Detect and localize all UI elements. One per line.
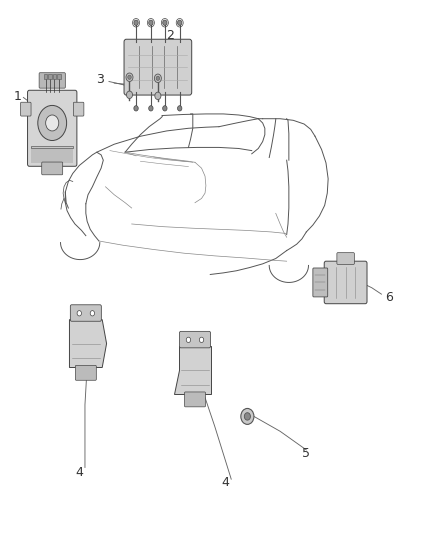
FancyBboxPatch shape: [184, 392, 205, 407]
Circle shape: [127, 91, 133, 99]
Circle shape: [128, 75, 131, 79]
Circle shape: [177, 106, 182, 111]
Polygon shape: [70, 320, 106, 368]
FancyBboxPatch shape: [75, 366, 96, 380]
Circle shape: [186, 337, 191, 343]
Text: 5: 5: [302, 447, 310, 460]
FancyBboxPatch shape: [313, 268, 328, 297]
FancyBboxPatch shape: [124, 39, 192, 95]
Circle shape: [154, 74, 161, 83]
FancyBboxPatch shape: [42, 162, 63, 175]
Circle shape: [38, 106, 67, 141]
Bar: [44, 74, 47, 79]
Circle shape: [134, 20, 138, 26]
Circle shape: [162, 20, 167, 26]
Circle shape: [90, 311, 95, 316]
Circle shape: [156, 76, 159, 80]
FancyBboxPatch shape: [71, 305, 101, 321]
Circle shape: [199, 337, 204, 343]
Bar: [32, 147, 73, 163]
Text: 3: 3: [96, 73, 104, 86]
FancyBboxPatch shape: [28, 90, 77, 166]
Text: 1: 1: [13, 90, 21, 103]
Circle shape: [241, 408, 254, 424]
Circle shape: [134, 106, 138, 111]
Bar: [32, 146, 73, 148]
Polygon shape: [174, 346, 212, 394]
Text: 6: 6: [385, 291, 393, 304]
Text: 2: 2: [166, 29, 174, 42]
Bar: [53, 74, 56, 79]
Bar: [48, 74, 52, 79]
FancyBboxPatch shape: [74, 102, 84, 116]
Circle shape: [244, 413, 251, 420]
FancyBboxPatch shape: [21, 102, 31, 116]
FancyBboxPatch shape: [39, 72, 65, 88]
Circle shape: [177, 20, 182, 26]
Text: 4: 4: [75, 466, 83, 479]
FancyBboxPatch shape: [180, 332, 211, 348]
FancyBboxPatch shape: [324, 261, 367, 304]
Circle shape: [162, 106, 167, 111]
Circle shape: [46, 115, 59, 131]
Text: 4: 4: [222, 477, 230, 489]
Circle shape: [149, 106, 153, 111]
Circle shape: [149, 20, 153, 26]
Circle shape: [126, 73, 133, 82]
Bar: [57, 74, 60, 79]
Circle shape: [77, 311, 81, 316]
FancyBboxPatch shape: [337, 253, 354, 264]
Circle shape: [155, 92, 161, 100]
